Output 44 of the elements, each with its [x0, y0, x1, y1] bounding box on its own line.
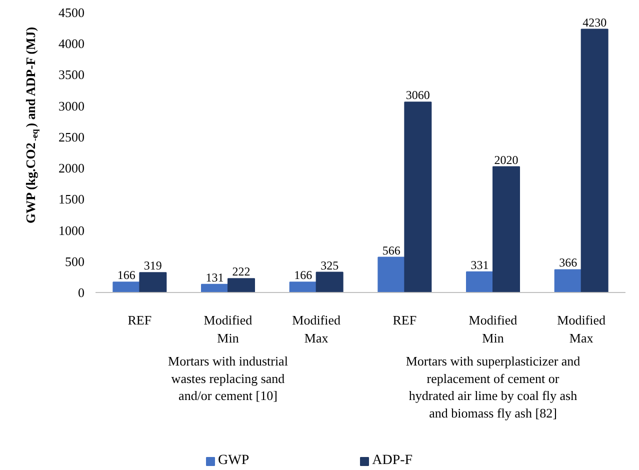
data-label: 131 — [206, 270, 224, 284]
bar — [112, 282, 140, 292]
data-label: 166 — [294, 268, 312, 282]
data-label: 325 — [320, 258, 339, 272]
bar — [316, 272, 344, 292]
y-tick-label: 500 — [65, 254, 84, 269]
bar — [139, 272, 167, 292]
data-label: 566 — [382, 243, 400, 258]
y-tick-label: 0 — [78, 285, 84, 300]
data-label: 331 — [470, 258, 489, 272]
data-label: 366 — [559, 256, 578, 270]
x-tick-label: REF — [392, 312, 417, 328]
bar — [580, 28, 608, 292]
data-label: 166 — [117, 268, 136, 282]
text: Mortars with industrial wastes replacing sand and/or cement [10] — [168, 354, 288, 403]
bar — [378, 256, 406, 292]
bar — [492, 166, 520, 292]
x-tick-label: Modified Min — [204, 312, 253, 346]
x-tick-label: Modified Min — [468, 312, 518, 346]
y-axis-title: GWP (kg.CO2-eq) and ADP-F (MJ) — [23, 26, 40, 224]
legend-label: ADP-F — [372, 453, 413, 469]
y-tick-label: 3500 — [58, 67, 84, 82]
bar — [289, 282, 317, 292]
y-tick-label: 2500 — [58, 129, 84, 144]
bar — [404, 102, 432, 292]
y-tick-label: 1000 — [58, 222, 84, 238]
bar — [554, 269, 582, 292]
bar — [228, 278, 255, 292]
y-tick-label: 1500 — [58, 192, 84, 207]
x-tick-label: Modified Max — [557, 312, 606, 346]
data-label: 2020 — [494, 152, 518, 167]
data-label: 3060 — [406, 88, 430, 102]
y-tick-label: 2000 — [58, 160, 84, 176]
legend-label: GWP — [218, 453, 250, 469]
text: Mortars with superplasticizer and replacement of cement or hydrated air lime by coal fly ash and biomass fly ash [82] — [406, 354, 581, 420]
data-label: 4230 — [582, 15, 607, 30]
y-tick-label: 4500 — [58, 5, 84, 20]
y-tick-label: 3000 — [58, 98, 84, 114]
bar — [466, 271, 494, 292]
x-tick-label: REF — [128, 312, 152, 328]
data-label: 222 — [232, 264, 250, 279]
x-tick-label: Modified Max — [292, 312, 342, 346]
data-label: 319 — [144, 258, 162, 273]
y-tick-label: 4000 — [58, 36, 84, 52]
